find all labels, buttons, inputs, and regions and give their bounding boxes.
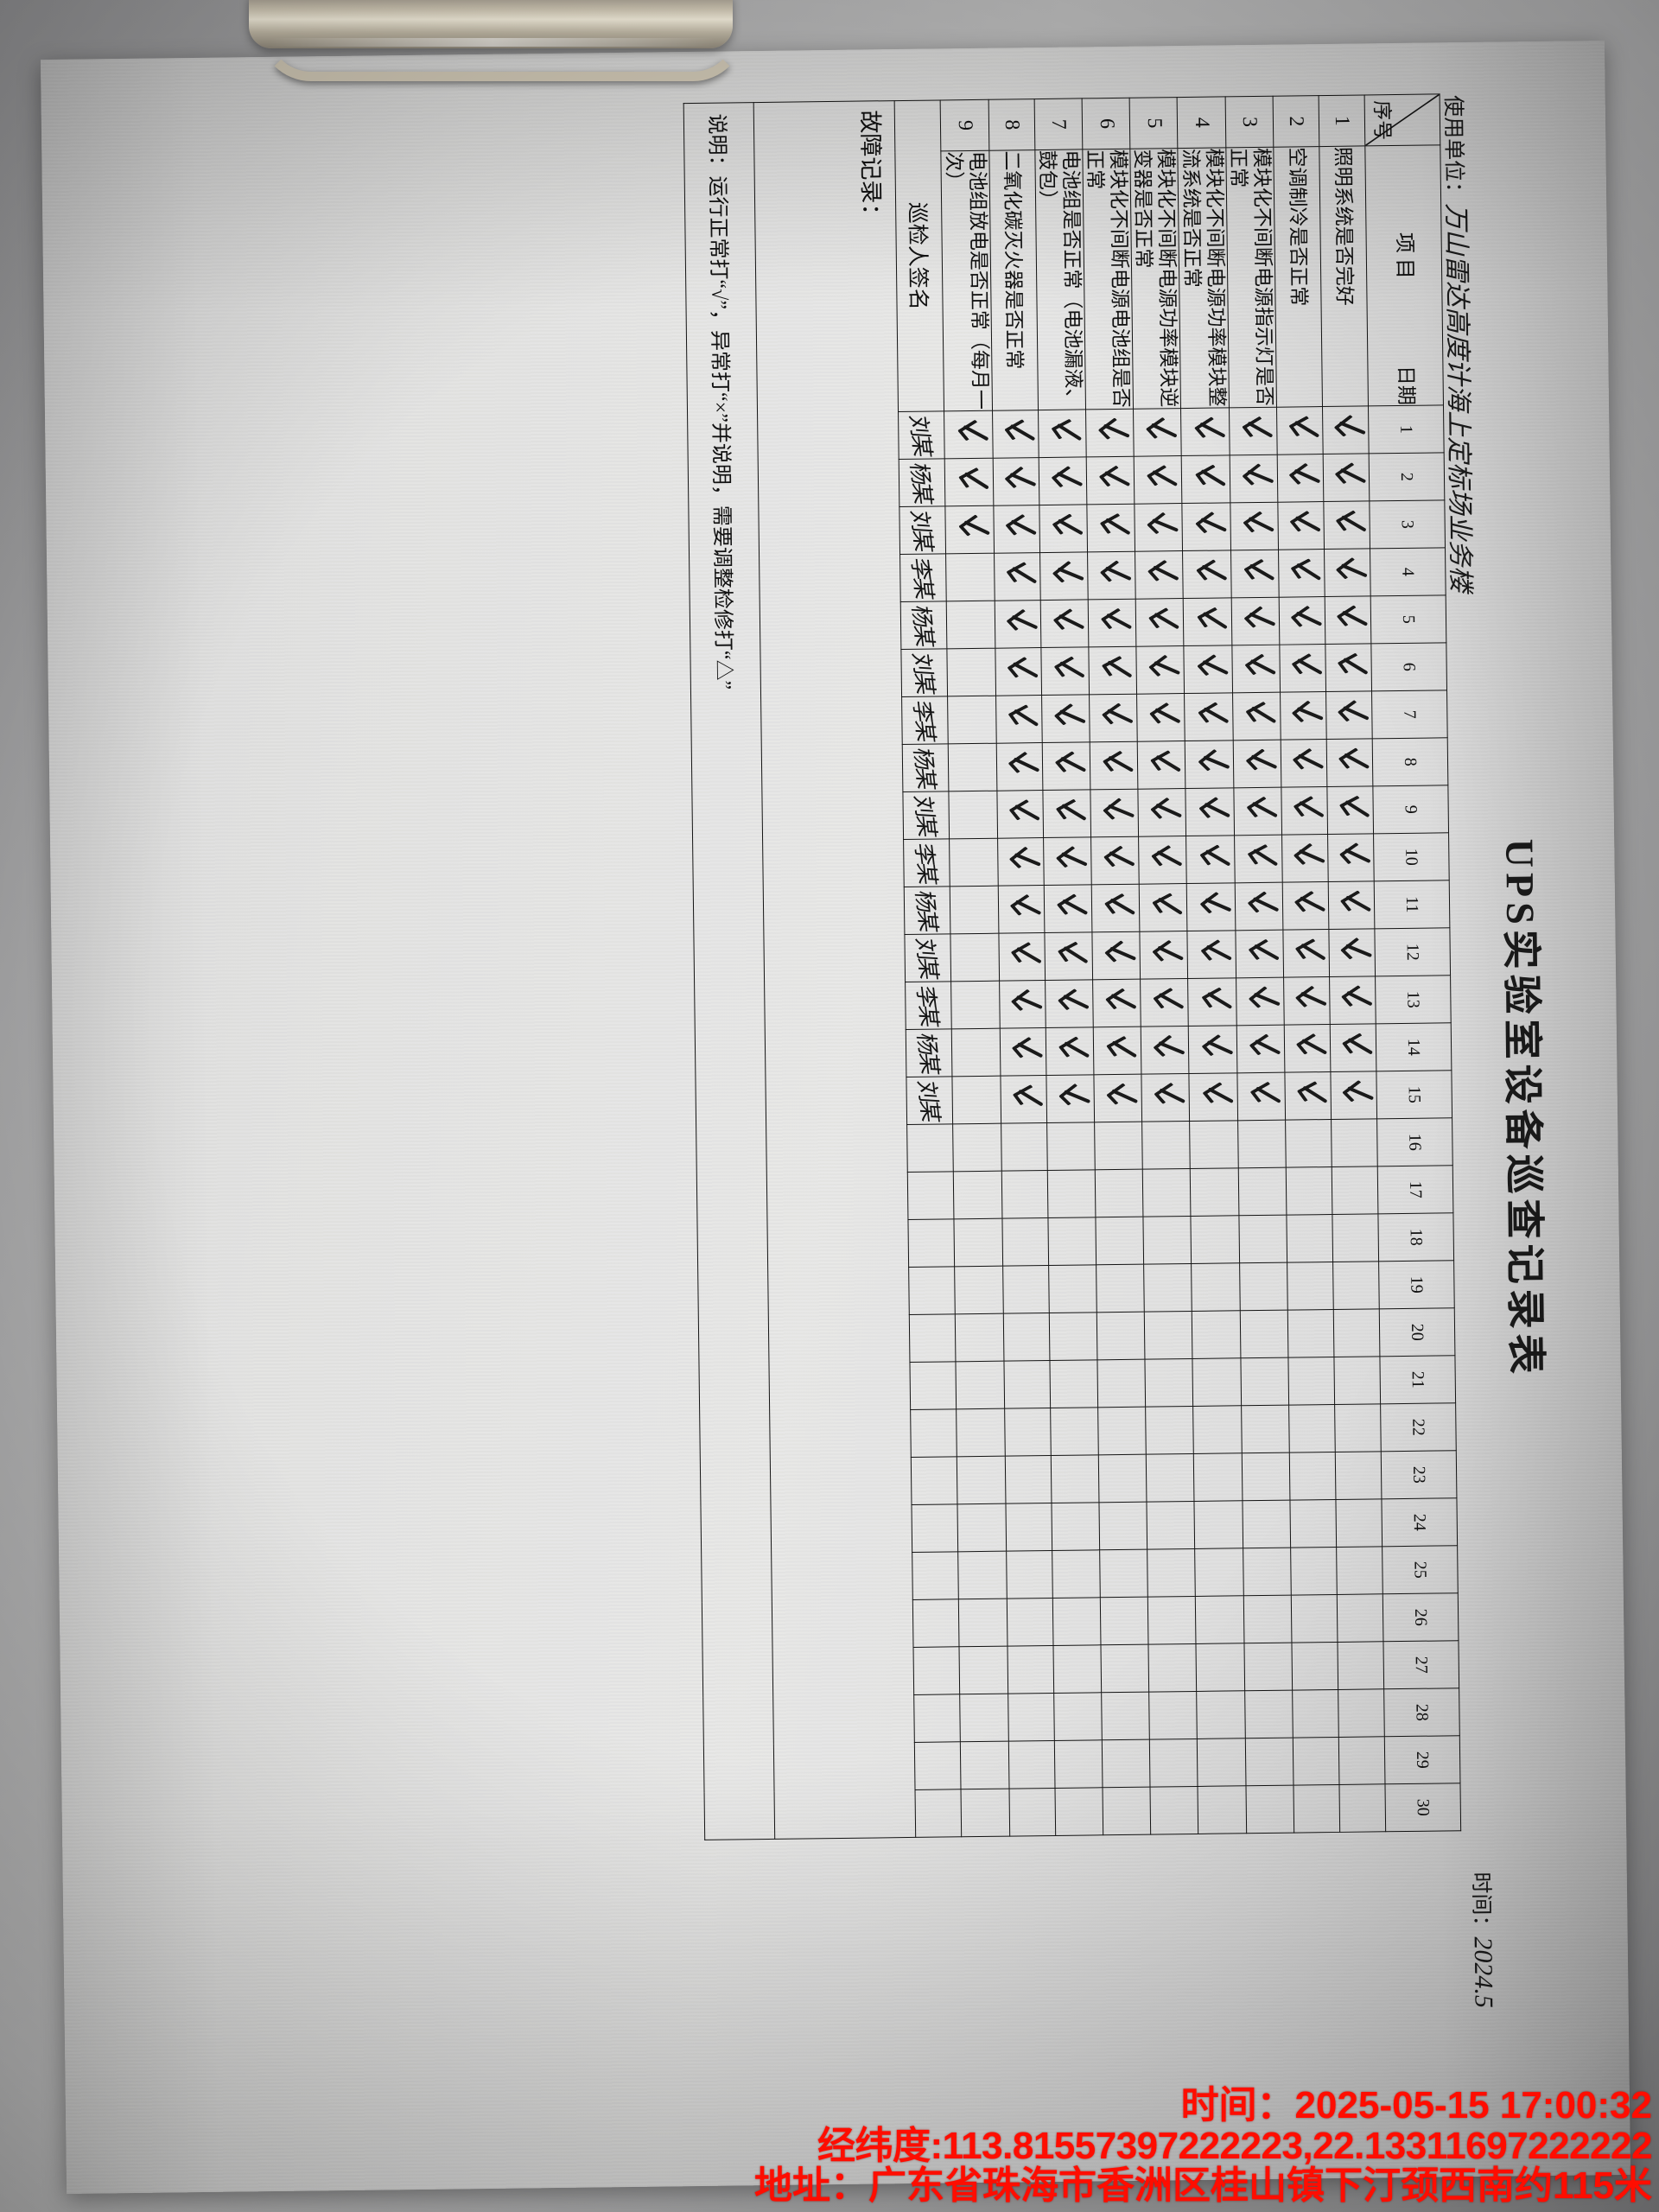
clipboard-clip-highlight [270, 38, 715, 47]
inspection-form: UPS实验室设备巡查记录表 使用单位：万山雷达高度计海上定标场业务楼 时间：20… [98, 80, 1574, 2154]
stamp-address-line: 地址：广东省珠海市香洲区桂山镇下汀颈西南约115米 [754, 2164, 1652, 2208]
clipboard-clip-arm [259, 0, 745, 81]
paper-shading [40, 41, 1631, 2194]
table-header-row: 序号 项 目 日期 123456789101112131415161718192… [1364, 93, 1461, 1832]
diagonal-divider-icon [1364, 94, 1440, 146]
gps-timestamp-overlay: 时间：2025-05-15 17:00:32 经纬度:113.815573972… [754, 2084, 1653, 2208]
paper-sheet: UPS实验室设备巡查记录表 使用单位：万山雷达高度计海上定标场业务楼 时间：20… [40, 41, 1631, 2194]
stamp-time-line: 时间：2025-05-15 17:00:32 [1180, 2084, 1652, 2127]
stamp-geo-line: 经纬度:113.81557397222223,22.13311697222222 [817, 2124, 1653, 2167]
form-wrapper: UPS实验室设备巡查记录表 使用单位：万山雷达高度计海上定标场业务楼 时间：20… [41, 41, 1630, 2194]
inspection-table: 序号 项 目 日期 123456789101112131415161718192… [683, 93, 1461, 1840]
corner-header-cell: 序号 [1364, 93, 1440, 146]
